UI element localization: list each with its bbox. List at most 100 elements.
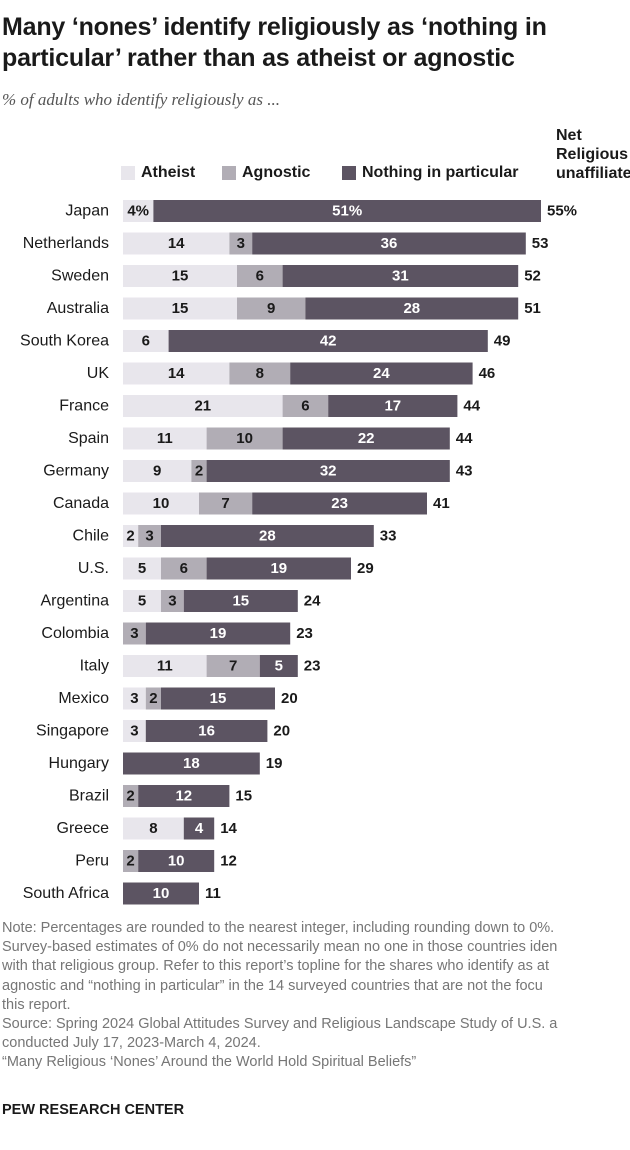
category-label: UK — [87, 365, 110, 382]
segment-label-nothing: 19 — [210, 625, 227, 642]
bar-segment-agnostic — [161, 557, 207, 580]
segment-label-atheist: 11 — [157, 430, 173, 447]
bar-segment-atheist — [123, 492, 199, 515]
category-label: Mexico — [58, 690, 109, 707]
bar-segment-agnostic — [282, 395, 329, 417]
legend-label-atheist: Atheist — [141, 164, 196, 181]
bar-segment-agnostic — [191, 460, 207, 482]
bar-row: Singapore 3 16 20 — [36, 720, 290, 742]
bar-segment-atheist — [123, 427, 207, 450]
bar-row: France 21 6 17 44 — [59, 395, 481, 417]
segment-label-agnostic: 2 — [149, 690, 157, 707]
net-value-label: 23 — [296, 625, 313, 642]
net-column-label-line-3: unaffiliated — [556, 165, 630, 182]
bar-row: Mexico 3 2 15 20 — [58, 687, 298, 710]
bar-row: Argentina 5 3 15 24 — [41, 590, 321, 612]
bar-row: Japan 4% 51% 55% — [65, 200, 577, 222]
category-label: Japan — [65, 203, 109, 220]
category-label: Spain — [68, 430, 109, 447]
segment-label-atheist: 15 — [172, 268, 189, 285]
bar-segment-atheist — [123, 525, 139, 547]
chart-title: Many ‘nones’ identify religiously as ‘no… — [2, 13, 547, 72]
category-label: Hungary — [49, 755, 109, 772]
bar-segment-nothing — [290, 362, 473, 385]
category-label: Argentina — [41, 593, 110, 610]
segment-label-atheist: 5 — [138, 593, 146, 610]
category-label: Singapore — [36, 723, 109, 740]
segment-label-agnostic: 10 — [236, 430, 253, 447]
segment-label-agnostic: 6 — [301, 398, 309, 415]
bar-segment-atheist — [123, 557, 161, 580]
net-value-label: 23 — [304, 658, 321, 675]
legend-item-atheist: Atheist — [121, 164, 195, 182]
segment-label-nothing: 51% — [332, 203, 362, 220]
legend-item-nothing: Nothing in particular — [342, 164, 518, 182]
segment-label-nothing: 5 — [275, 658, 283, 675]
bar-segment-atheist — [123, 817, 184, 840]
segment-label-agnostic: 3 — [130, 625, 138, 642]
note-line: Source: Spring 2024 Global Attitudes Sur… — [2, 1016, 558, 1033]
bar-segment-nothing — [305, 297, 519, 320]
segment-label-nothing: 22 — [358, 430, 375, 447]
bar-segment-agnostic — [161, 590, 184, 612]
bar-row: Greece 8 4 14 — [57, 817, 238, 840]
net-value-label: 52 — [524, 268, 541, 285]
bar-segment-atheist — [123, 330, 169, 352]
bar-segment-nothing — [328, 395, 458, 417]
bar-segment-nothing — [252, 492, 427, 515]
net-value-label: 53 — [532, 235, 549, 252]
category-label: Canada — [53, 495, 109, 512]
net-value-label: 14 — [220, 820, 237, 837]
bar-segment-agnostic — [123, 622, 146, 645]
net-value-label: 29 — [357, 560, 374, 577]
bar-row: Sweden 15 6 31 52 — [51, 265, 541, 287]
bar-segment-atheist — [123, 687, 146, 710]
net-value-label: 33 — [380, 528, 397, 545]
category-label: Sweden — [51, 268, 109, 285]
segment-label-agnostic: 2 — [126, 853, 134, 870]
segment-label-atheist: 4% — [127, 203, 149, 220]
segment-label-nothing: 24 — [373, 365, 390, 382]
net-value-label: 43 — [456, 463, 473, 480]
legend-swatch-nothing — [342, 166, 356, 180]
net-value-label: 24 — [304, 593, 321, 610]
bar-segment-atheist — [123, 265, 237, 287]
segment-label-nothing: 12 — [175, 788, 192, 805]
segment-label-atheist: 11 — [157, 658, 173, 675]
bar-segment-nothing — [282, 265, 519, 287]
segment-label-nothing: 18 — [183, 755, 200, 772]
segment-label-agnostic: 3 — [237, 235, 245, 252]
segment-label-agnostic: 2 — [126, 788, 134, 805]
segment-label-agnostic: 6 — [180, 560, 188, 577]
bar-row: Brazil 2 12 15 — [69, 785, 252, 807]
bar-row: Netherlands 14 3 36 53 — [23, 232, 549, 255]
segment-label-nothing: 19 — [270, 560, 287, 577]
bar-row: Canada 10 7 23 41 — [53, 492, 450, 515]
bar-segment-nothing — [161, 525, 374, 547]
net-value-label: 20 — [273, 723, 290, 740]
note-line: conducted July 17, 2023-March 4, 2024. — [2, 1035, 261, 1052]
bar-segment-atheist — [123, 460, 192, 482]
category-label: Netherlands — [23, 235, 109, 252]
net-column-label-line-2: Religious — [556, 146, 629, 163]
segment-label-nothing: 23 — [331, 495, 348, 512]
chart-note: Note: Percentages are rounded to the nea… — [2, 919, 630, 1091]
category-label: South Korea — [20, 333, 109, 350]
note-line: “Many Religious ‘Nones’ Around the World… — [2, 1054, 417, 1071]
net-value-label: 12 — [220, 853, 237, 870]
legend-label-nothing: Nothing in particular — [362, 164, 519, 181]
bar-segment-agnostic — [199, 492, 253, 515]
bar-row: South Korea 6 42 49 — [20, 330, 510, 352]
segment-label-nothing: 32 — [320, 463, 337, 480]
category-label: Australia — [47, 300, 109, 317]
bar-row: Chile 2 3 28 33 — [73, 525, 397, 547]
bar-row: Germany 9 2 32 43 — [43, 460, 472, 482]
bar-row: South Africa 10 11 — [23, 882, 221, 905]
segment-label-nothing: 15 — [232, 593, 249, 610]
net-value-label: 41 — [433, 495, 450, 512]
bar-segment-nothing — [138, 850, 215, 872]
segment-label-nothing: 4 — [195, 820, 204, 837]
bar-row: Spain 11 10 22 44 — [68, 427, 473, 450]
bar-segment-atheist — [123, 655, 207, 677]
